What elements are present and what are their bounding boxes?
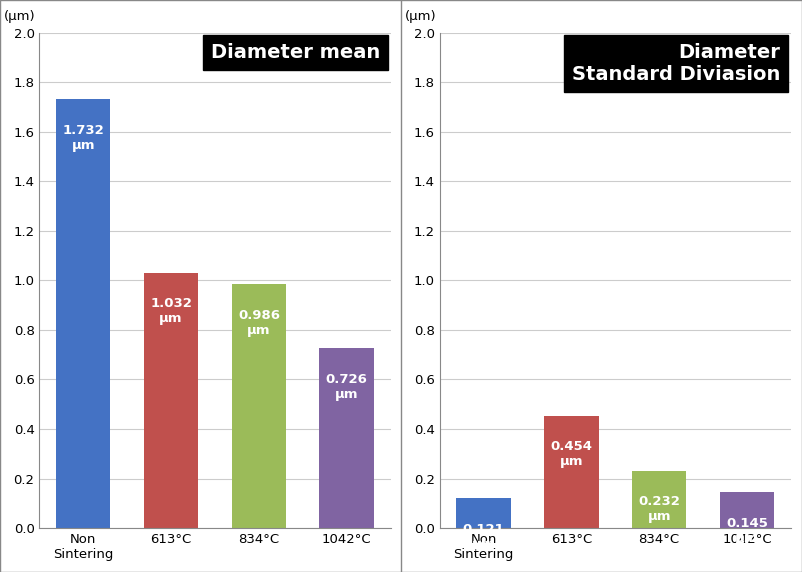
Text: 0.454
μm: 0.454 μm (550, 440, 593, 468)
Text: 0.986
μm: 0.986 μm (238, 309, 280, 337)
Bar (456, 498, 511, 528)
Bar (232, 284, 286, 528)
Text: 0.232
μm: 0.232 μm (638, 495, 680, 523)
Bar (544, 416, 598, 528)
Bar (319, 348, 374, 528)
Text: 1.032
μm: 1.032 μm (150, 297, 192, 325)
Text: Diameter
Standard Diviasion: Diameter Standard Diviasion (572, 43, 780, 84)
Text: 0.145
μm: 0.145 μm (726, 517, 768, 545)
Text: 1.732
μm: 1.732 μm (63, 124, 104, 152)
Bar (632, 471, 687, 528)
Text: 0.121
μm: 0.121 μm (463, 523, 504, 551)
Text: 0.726
μm: 0.726 μm (326, 373, 367, 401)
Text: (μm): (μm) (404, 10, 436, 23)
Bar (144, 272, 198, 528)
Text: (μm): (μm) (4, 10, 36, 23)
Bar (719, 492, 774, 528)
Text: Diameter mean: Diameter mean (211, 43, 380, 62)
Bar (56, 100, 111, 528)
